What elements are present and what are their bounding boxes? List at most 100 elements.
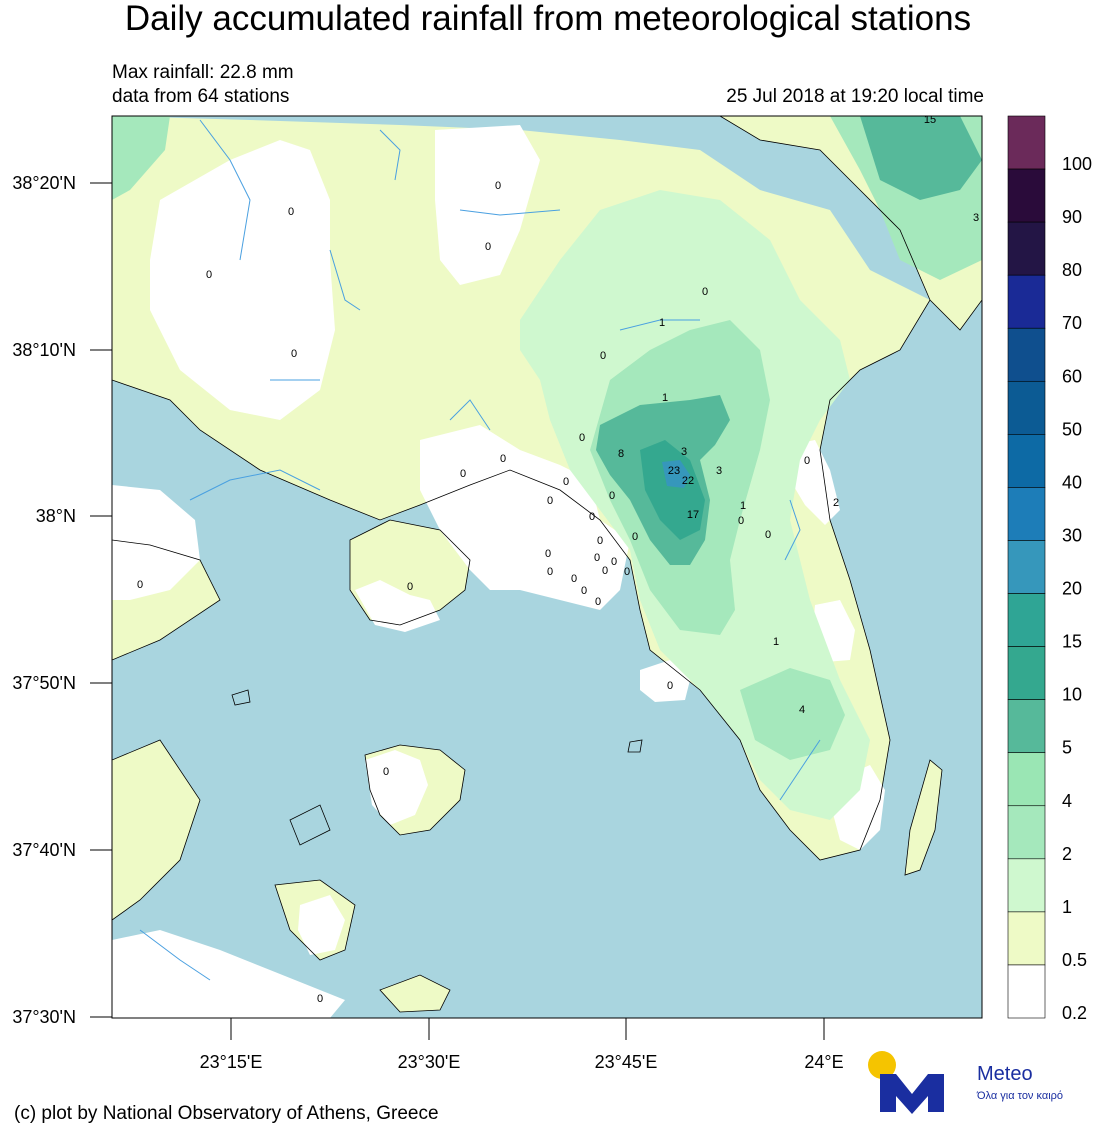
- lon-label: 23°15'E: [200, 1052, 263, 1072]
- rain-zero-patch: [112, 930, 345, 1018]
- station-value: 17: [687, 509, 699, 521]
- land-peloponnese: [112, 540, 220, 920]
- colorbar-label: 40: [1062, 472, 1082, 492]
- colorbar-swatch: [1007, 752, 1046, 807]
- rain-band-10: [640, 440, 705, 540]
- colorbar-label: 2: [1062, 844, 1072, 864]
- station-value: 0: [500, 453, 506, 465]
- rain-band-1: [740, 668, 845, 760]
- station-value: 22: [682, 475, 694, 487]
- station-value: 15: [924, 114, 936, 126]
- colorbar: 100 90 80 70 60 50 40 30 20 15 10 5 4 2 1 0.5 0.2: [1007, 115, 1092, 1023]
- rain-zero-patch: [150, 140, 335, 420]
- colorbar-label: 10: [1062, 685, 1082, 705]
- colorbar-swatch: [1007, 699, 1046, 754]
- lat-label: 38°10'N: [12, 340, 76, 360]
- stations-count-text: data from 64 stations: [112, 86, 290, 107]
- colorbar-swatch: [1007, 221, 1046, 276]
- sun-icon: [868, 1051, 896, 1079]
- lon-label: 24°E: [804, 1052, 843, 1072]
- station-value: 0: [547, 495, 553, 507]
- colorbar-swatch: [1007, 487, 1046, 541]
- colorbar-label: 0.5: [1062, 950, 1087, 970]
- station-value: 23: [668, 465, 680, 477]
- lat-label: 37°50'N: [12, 673, 76, 693]
- chart-title: Daily accumulated rainfall from meteorol…: [124, 0, 972, 38]
- rain-zero-patch: [435, 125, 540, 285]
- credit-text: (c) plot by National Observatory of Athe…: [14, 1103, 439, 1124]
- colorbar-label: 90: [1062, 207, 1082, 227]
- station-value: 0: [545, 548, 551, 560]
- station-value: 0: [581, 585, 587, 597]
- station-value: 0: [579, 432, 585, 444]
- lat-label: 37°40'N: [12, 840, 76, 860]
- colorbar-label: 4: [1062, 791, 1072, 811]
- lat-label: 38°N: [36, 506, 76, 526]
- station-value: 1: [773, 636, 779, 648]
- latitude-axis: 38°20'N 38°10'N 38°N 37°50'N 37°40'N 37°…: [12, 173, 112, 1027]
- station-value: 0: [597, 535, 603, 547]
- station-value: 1: [659, 317, 665, 329]
- station-value: 0: [804, 455, 810, 467]
- rain-band-15: [662, 460, 690, 488]
- station-value: 0: [485, 241, 491, 253]
- station-value: 0: [407, 581, 413, 593]
- station-value: 0: [632, 531, 638, 543]
- rain-zero-patch: [365, 750, 428, 825]
- rain-zero-patch: [420, 425, 630, 610]
- rain-band-ne-4: [860, 116, 982, 200]
- station-value: 0: [563, 476, 569, 488]
- lat-label: 38°20'N: [12, 173, 76, 193]
- station-value: 0: [611, 556, 617, 568]
- colorbar-label: 100: [1062, 154, 1092, 174]
- colorbar-swatch: [1007, 646, 1046, 700]
- station-value: 4: [799, 704, 805, 716]
- colorbar-swatch: [1007, 805, 1046, 860]
- station-value: 0: [738, 515, 744, 527]
- lon-label: 23°30'E: [398, 1052, 461, 1072]
- colorbar-swatch: [1007, 274, 1046, 329]
- rain-zero-patch: [640, 660, 690, 702]
- colorbar-label: 70: [1062, 313, 1082, 333]
- station-value: 0: [600, 350, 606, 362]
- station-value: 0: [624, 566, 630, 578]
- colorbar-swatch: [1007, 911, 1046, 966]
- logo-subtitle: Όλα για τον καιρό: [977, 1090, 1064, 1102]
- station-value: 0: [460, 468, 466, 480]
- colorbar-swatch: [1007, 380, 1046, 435]
- colorbar-swatch: [1007, 168, 1046, 223]
- station-value: 0: [589, 511, 595, 523]
- rivers: [139, 119, 821, 981]
- lon-label: 23°45'E: [595, 1052, 658, 1072]
- colorbar-label: 20: [1062, 579, 1082, 599]
- station-value: 2: [833, 497, 839, 509]
- station-value: 0: [765, 529, 771, 541]
- colorbar-label: 60: [1062, 366, 1082, 386]
- rain-zero-patch: [112, 485, 200, 600]
- station-value: 0: [206, 269, 212, 281]
- station-value: 3: [973, 212, 979, 224]
- lat-label: 37°30'N: [12, 1007, 76, 1027]
- station-value: 0: [288, 206, 294, 218]
- colorbar-swatch: [1007, 858, 1046, 913]
- station-value: 0: [495, 180, 501, 192]
- rain-zero-patch: [298, 895, 345, 955]
- longitude-axis: 23°15'E 23°30'E 23°45'E 24°E: [200, 1018, 844, 1072]
- station-value: 0: [595, 596, 601, 608]
- station-value: 0: [137, 579, 143, 591]
- station-value: 0: [702, 286, 708, 298]
- station-value: 0: [547, 566, 553, 578]
- colorbar-label: 30: [1062, 525, 1082, 545]
- map-frame: [111, 115, 983, 1019]
- rain-band-nw: [112, 116, 170, 200]
- colorbar-swatch: [1007, 434, 1046, 488]
- station-value: 0: [291, 348, 297, 360]
- station-value: 0: [571, 573, 577, 585]
- rain-zero-patch: [355, 580, 440, 632]
- colorbar-label: 1: [1062, 897, 1072, 917]
- station-value: 3: [716, 465, 722, 477]
- meteo-logo: [868, 1051, 944, 1114]
- datetime-text: 25 Jul 2018 at 19:20 local time: [726, 86, 984, 107]
